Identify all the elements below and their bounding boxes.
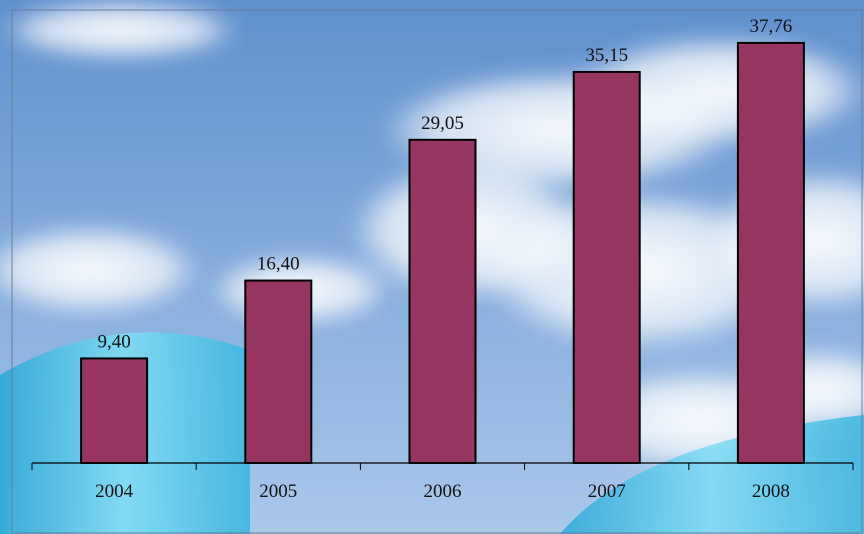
bars-group (80, 41, 805, 465)
value-label-2004: 9,40 (97, 331, 130, 352)
bar-2005 (244, 279, 313, 464)
value-label-2008: 37,76 (750, 16, 793, 37)
x-axis-ticks (31, 463, 854, 470)
value-label-2007: 35,15 (585, 45, 628, 66)
bar-2006 (408, 138, 477, 464)
bar-2008 (736, 41, 805, 464)
bar-2004 (80, 357, 149, 464)
x-tick-label-2007: 2007 (588, 481, 626, 502)
x-tick-label-2005: 2005 (259, 481, 297, 502)
value-labels-group: 9,40 16,40 29,05 35,15 37,76 (97, 16, 792, 353)
plot-border (11, 9, 863, 534)
value-label-2006: 29,05 (421, 113, 464, 134)
value-label-2005: 16,40 (257, 254, 300, 275)
x-tick-label-2004: 2004 (95, 481, 134, 502)
x-tick-label-2008: 2008 (752, 481, 790, 502)
x-tick-label-2006: 2006 (424, 481, 462, 502)
x-axis-tick-labels: 2004 2005 2006 2007 2008 (95, 481, 790, 502)
bar-2007 (572, 70, 641, 465)
